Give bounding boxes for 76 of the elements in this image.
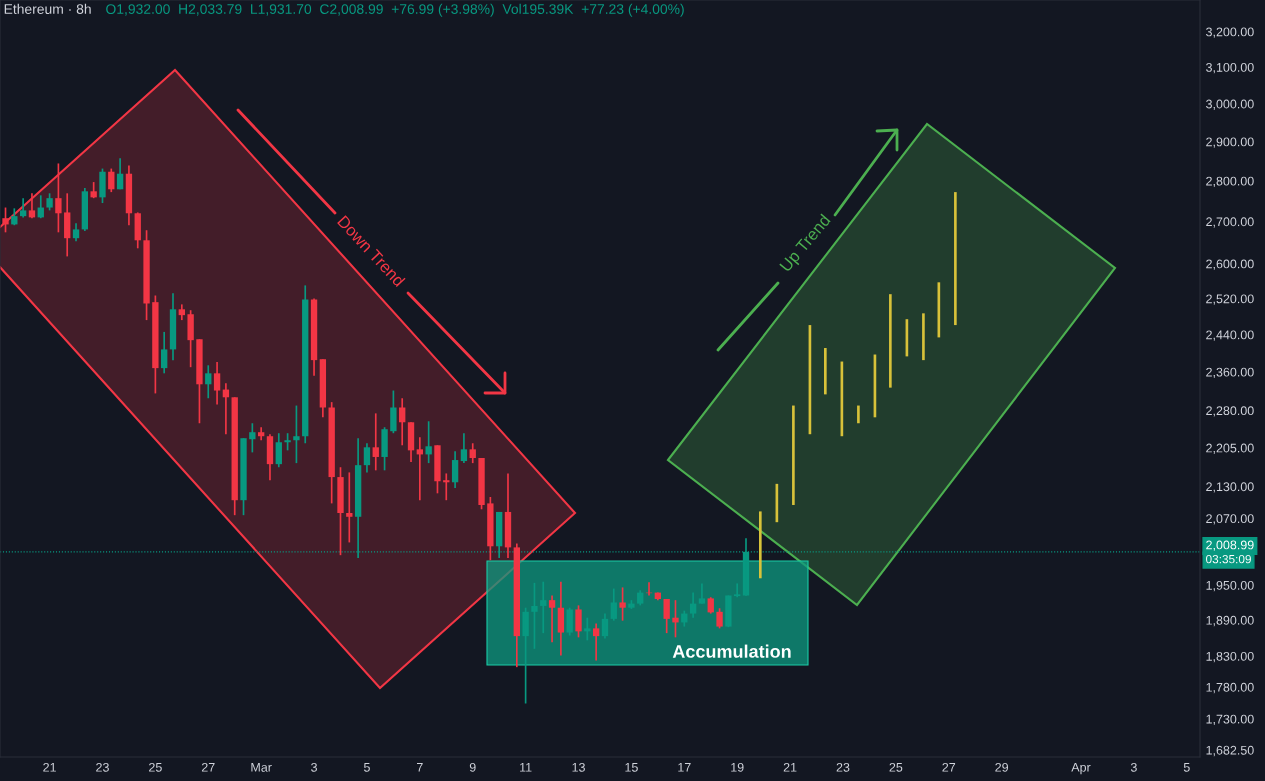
candlestick bbox=[55, 162, 62, 234]
candlestick bbox=[2, 206, 9, 234]
x-tick-label: 23 bbox=[836, 762, 850, 772]
candlestick bbox=[487, 496, 494, 562]
candlestick bbox=[425, 420, 432, 464]
x-tick-label: 19 bbox=[731, 762, 744, 772]
candlestick bbox=[619, 586, 626, 622]
bar bbox=[954, 192, 957, 326]
y-tick-label: 2,280.00 bbox=[1206, 406, 1254, 417]
y-tick-label: 2,600.00 bbox=[1206, 259, 1254, 270]
candlestick bbox=[716, 607, 723, 630]
candlestick bbox=[390, 389, 397, 435]
y-tick-label: 1,950.00 bbox=[1206, 580, 1254, 592]
y-tick-label: 1,830.00 bbox=[1206, 651, 1254, 663]
candlestick bbox=[725, 594, 732, 629]
y-tick-label: 3,100.00 bbox=[1206, 62, 1254, 74]
candlestick bbox=[531, 582, 538, 650]
candlestick bbox=[337, 466, 344, 557]
x-tick-label: 27 bbox=[942, 762, 956, 772]
candlestick bbox=[381, 426, 388, 472]
bar bbox=[922, 313, 925, 361]
y-tick-label: 1,890.00 bbox=[1206, 615, 1254, 627]
chart-subtitle: O1,932.00 H2,033.79 L1,931.70 C2,008.99 +76.99 (+3.98%) Vol195.39K +77.23 (+4.00%) bbox=[106, 3, 684, 17]
x-tick-label: 5 bbox=[1183, 763, 1190, 772]
bar bbox=[759, 511, 762, 579]
x-tick-label: 3 bbox=[1130, 762, 1137, 772]
candlestick bbox=[434, 444, 441, 495]
x-tick-label: 25 bbox=[889, 762, 903, 772]
y-tick-label: 3,200.00 bbox=[1206, 27, 1254, 38]
bar bbox=[857, 405, 860, 424]
candlestick bbox=[575, 604, 582, 639]
x-tick-label: 17 bbox=[678, 763, 691, 772]
candlestick bbox=[478, 457, 485, 511]
candlestick bbox=[293, 404, 300, 464]
y-tick-label: 2,070.00 bbox=[1206, 514, 1254, 525]
bar bbox=[824, 348, 827, 395]
y-tick-label: 2,700.00 bbox=[1206, 217, 1254, 228]
y-tick-label: 2,440.00 bbox=[1206, 330, 1254, 341]
chart-title: Ethereum · 8h bbox=[4, 3, 91, 14]
y-tick-label: 1,682.50 bbox=[1206, 745, 1254, 757]
x-tick-label: 29 bbox=[995, 762, 1009, 772]
candlestick bbox=[143, 229, 150, 321]
y-tick-label: 1,780.00 bbox=[1206, 682, 1254, 694]
x-tick-label: 13 bbox=[572, 762, 585, 772]
candlestick bbox=[240, 437, 247, 517]
y-tick-label: 1,730.00 bbox=[1206, 714, 1254, 726]
y-tick-label: 2,360.00 bbox=[1206, 367, 1254, 379]
x-tick-label: 15 bbox=[625, 763, 638, 772]
x-tick-label: 21 bbox=[783, 762, 797, 772]
x-tick-label: 11 bbox=[520, 763, 532, 772]
candlestick bbox=[187, 309, 194, 369]
annotation: Accumulation bbox=[672, 644, 791, 658]
x-tick-label: 7 bbox=[417, 763, 423, 772]
y-tick-label: 3,000.00 bbox=[1206, 99, 1254, 110]
bar bbox=[792, 405, 795, 505]
x-tick-label: 27 bbox=[201, 762, 215, 772]
x-tick-label: 5 bbox=[363, 763, 370, 772]
x-tick-label: 9 bbox=[469, 762, 476, 772]
x-tick-label: 25 bbox=[149, 762, 162, 772]
x-tick-label: 3 bbox=[311, 762, 317, 772]
candlestick bbox=[249, 422, 256, 454]
candlestick bbox=[99, 167, 106, 204]
text: 03:35:09 bbox=[1206, 554, 1251, 564]
y-tick-label: 2,130.00 bbox=[1206, 482, 1254, 493]
y-tick-label: 2,800.00 bbox=[1206, 176, 1254, 188]
x-tick-label: 21 bbox=[43, 762, 56, 772]
bar bbox=[889, 294, 892, 388]
x-tick-label: Apr bbox=[1071, 763, 1091, 775]
y-tick-label: 2,520.00 bbox=[1206, 294, 1254, 305]
candlestick bbox=[196, 338, 203, 425]
y-tick-label: 2,900.00 bbox=[1206, 137, 1254, 148]
x-tick-label: Mar bbox=[251, 763, 272, 772]
x-tick-label: 23 bbox=[96, 762, 109, 772]
ref-line-label: 2,008.99 bbox=[1206, 540, 1254, 551]
y-tick-label: 2,205.00 bbox=[1206, 443, 1254, 454]
candlestick bbox=[152, 294, 159, 395]
